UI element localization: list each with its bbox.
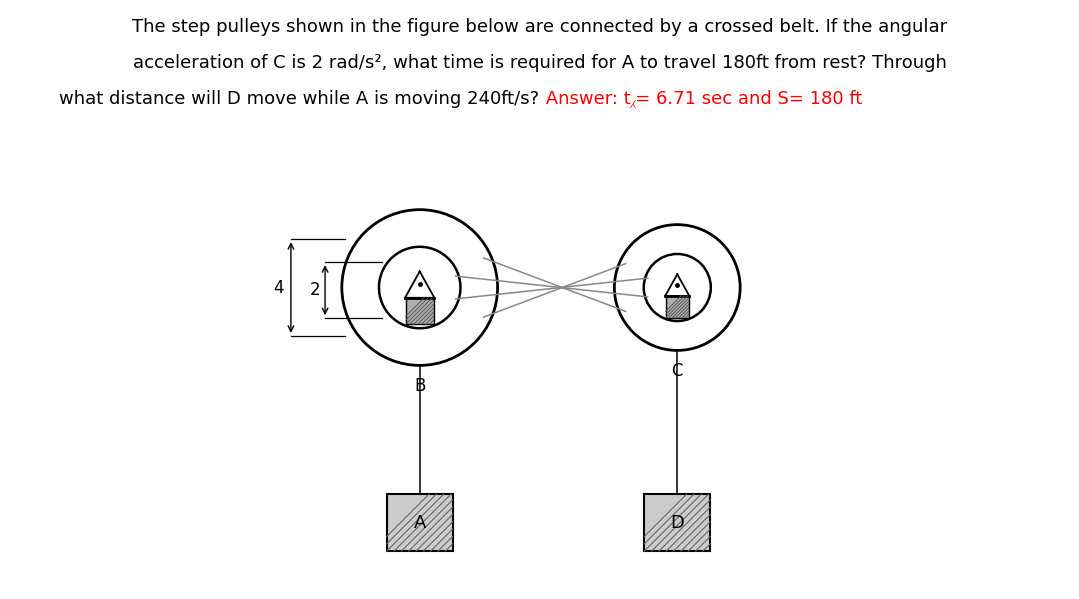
Bar	[386, 494, 453, 551]
Text: 4: 4	[273, 279, 284, 297]
Text: B: B	[414, 377, 425, 395]
Text: The step pulleys shown in the figure below are connected by a crossed belt. If t: The step pulleys shown in the figure bel…	[132, 18, 947, 36]
Bar	[644, 494, 710, 551]
Text: Answer: t⁁= 6.71 sec and S= 180 ft: Answer: t⁁= 6.71 sec and S= 180 ft	[540, 90, 862, 108]
Text: what distance will D move while A is moving 240ft/s?: what distance will D move while A is mov…	[59, 90, 540, 108]
Text: C: C	[671, 362, 683, 380]
Text: A: A	[413, 513, 426, 532]
Text: acceleration of C is 2 rad/s², what time is required for A to travel 180ft from : acceleration of C is 2 rad/s², what time…	[133, 54, 946, 72]
Bar	[666, 296, 688, 317]
Bar	[406, 298, 434, 324]
Text: 2: 2	[310, 281, 320, 299]
Text: D: D	[670, 513, 684, 532]
